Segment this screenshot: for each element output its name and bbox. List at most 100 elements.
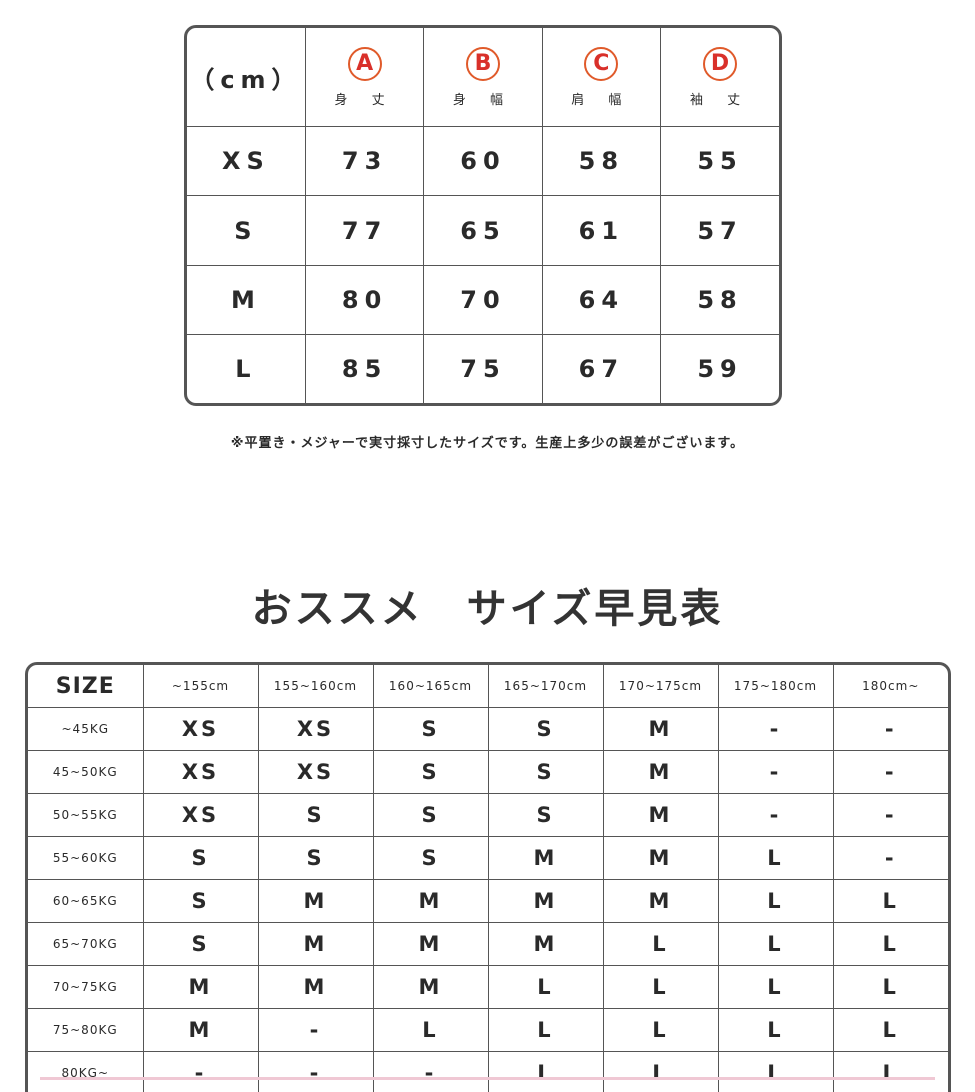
recommended-size: - <box>833 708 948 751</box>
recommended-size: M <box>603 751 718 794</box>
recommended-size: M <box>603 837 718 880</box>
recommended-size: L <box>833 1052 948 1092</box>
recommended-size: L <box>373 1009 488 1052</box>
height-header: 175~180cm <box>718 665 833 708</box>
recommended-size: L <box>718 1009 833 1052</box>
recommended-size: M <box>258 880 373 923</box>
recommended-size: L <box>603 1009 718 1052</box>
recommended-size: M <box>373 880 488 923</box>
size-label: M <box>187 265 305 334</box>
height-header: 160~165cm <box>373 665 488 708</box>
letter-circle-icon: B <box>466 47 500 81</box>
recommended-size: L <box>718 966 833 1009</box>
recommended-size: L <box>833 923 948 966</box>
recommended-size: L <box>488 1052 603 1092</box>
letter-circle-icon: D <box>703 47 737 81</box>
measure-value: 80 <box>305 265 423 334</box>
recommended-size: - <box>833 837 948 880</box>
column-header: D 袖 丈 <box>661 28 779 127</box>
height-header: 155~160cm <box>258 665 373 708</box>
recommended-size: S <box>373 837 488 880</box>
recommended-size: XS <box>258 751 373 794</box>
recommended-size: S <box>373 751 488 794</box>
recommended-size: XS <box>258 708 373 751</box>
recommended-size: L <box>603 966 718 1009</box>
recommended-size: M <box>258 966 373 1009</box>
recommended-size: L <box>718 837 833 880</box>
measurement-note: ※平置き・メジャーで実寸採寸したサイズです。生産上多少の誤差がございます。 <box>0 432 975 451</box>
recommended-size: L <box>833 1009 948 1052</box>
recommend-title: おススメ サイズ早見表 <box>0 576 975 634</box>
recommended-size: S <box>143 880 258 923</box>
size-label: S <box>187 196 305 265</box>
measure-value: 70 <box>424 265 542 334</box>
column-label: 袖 丈 <box>662 89 778 108</box>
weight-label: 50~55KG <box>28 794 143 837</box>
weight-label: 60~65KG <box>28 880 143 923</box>
measure-value: 61 <box>542 196 660 265</box>
column-header: B 身 幅 <box>424 28 542 127</box>
recommended-size: M <box>488 880 603 923</box>
corner-label: SIZE <box>28 665 143 708</box>
recommended-size: - <box>718 794 833 837</box>
height-header: 180cm~ <box>833 665 948 708</box>
recommended-size: L <box>833 880 948 923</box>
recommended-size: S <box>488 751 603 794</box>
measure-value: 67 <box>542 335 660 403</box>
column-header: C 肩 幅 <box>542 28 660 127</box>
column-label: 身 幅 <box>425 89 540 108</box>
recommended-size: L <box>718 880 833 923</box>
recommended-size: - <box>373 1052 488 1092</box>
recommended-size: M <box>143 966 258 1009</box>
recommended-size: M <box>373 923 488 966</box>
recommended-size: XS <box>143 751 258 794</box>
recommended-size: M <box>258 923 373 966</box>
recommended-size: S <box>143 837 258 880</box>
recommended-size: - <box>833 794 948 837</box>
recommended-size: - <box>718 751 833 794</box>
recommended-size: L <box>603 1052 718 1092</box>
recommended-size: M <box>488 837 603 880</box>
measure-value: 85 <box>305 335 423 403</box>
recommended-size: L <box>833 966 948 1009</box>
measure-value: 73 <box>305 127 423 196</box>
letter-circle-icon: C <box>584 47 618 81</box>
weight-label: 45~50KG <box>28 751 143 794</box>
size-label: XS <box>187 127 305 196</box>
recommended-size: L <box>488 966 603 1009</box>
weight-label: 55~60KG <box>28 837 143 880</box>
recommended-size: XS <box>143 708 258 751</box>
weight-label: 75~80KG <box>28 1009 143 1052</box>
weight-label: 80KG~ <box>28 1052 143 1092</box>
recommended-size: M <box>143 1009 258 1052</box>
recommended-size: M <box>603 880 718 923</box>
height-header: 170~175cm <box>603 665 718 708</box>
measure-value: 65 <box>424 196 542 265</box>
weight-label: 70~75KG <box>28 966 143 1009</box>
recommended-size: - <box>833 751 948 794</box>
recommended-size: L <box>718 1052 833 1092</box>
recommended-size: - <box>718 708 833 751</box>
recommended-size: M <box>488 923 603 966</box>
recommended-size: - <box>258 1052 373 1092</box>
recommended-size: L <box>603 923 718 966</box>
recommended-size: L <box>718 923 833 966</box>
recommended-size: - <box>143 1052 258 1092</box>
recommended-size: S <box>373 794 488 837</box>
recommended-size: M <box>373 966 488 1009</box>
letter-circle-icon: A <box>348 47 382 81</box>
column-label: 肩 幅 <box>544 89 659 108</box>
measure-value: 75 <box>424 335 542 403</box>
recommended-size: S <box>258 837 373 880</box>
